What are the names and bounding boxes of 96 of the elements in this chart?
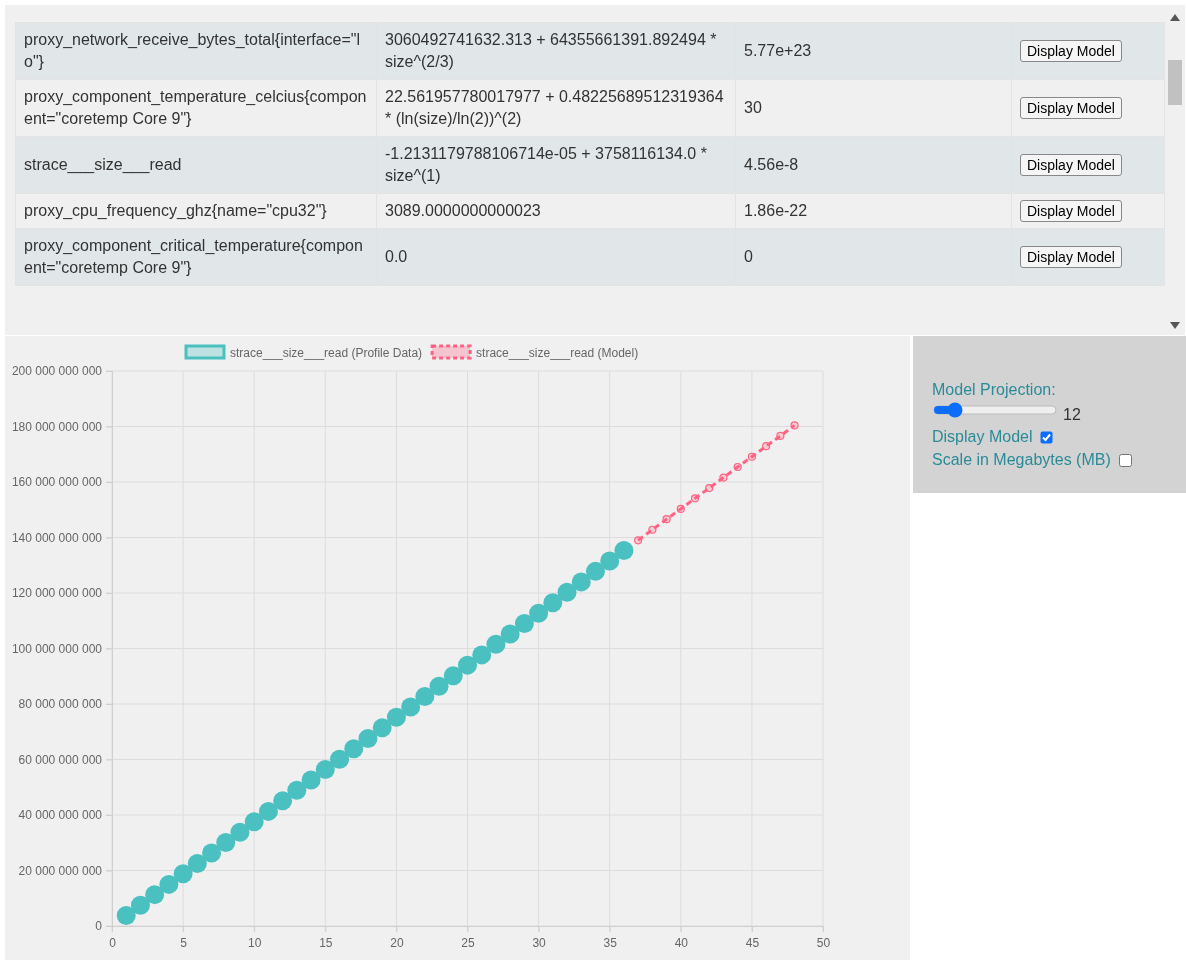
y-tick-label: 180 000 000 000 (11, 419, 103, 434)
text: Model Projection: (932, 381, 1056, 399)
point (648, 525, 657, 534)
text: 4.56e-8 (735, 136, 1012, 194)
point (705, 484, 714, 493)
point (776, 431, 785, 441)
text: 12 (1063, 406, 1081, 424)
y-tick-label: 40 000 000 000 (18, 808, 103, 823)
point (762, 442, 771, 451)
text: Scale in Megabytes (MB) (932, 451, 1111, 469)
point (747, 452, 756, 461)
x-tick-label: 10 (248, 935, 262, 950)
x-tick-label: 25 (461, 935, 475, 950)
text: 0.0 (376, 228, 736, 286)
text: 1.86e-22 (735, 193, 1012, 229)
point (486, 634, 506, 654)
text: 0 (735, 228, 1012, 286)
point (244, 812, 264, 832)
legend-label: strace___size___read (Model) (476, 346, 639, 360)
point (415, 687, 435, 707)
x-tick-label: 15 (319, 935, 333, 950)
point (676, 504, 685, 514)
point (202, 843, 222, 863)
point (662, 515, 671, 524)
x-tick-label: 50 (816, 935, 831, 950)
text: proxy_network_receive_bytes_total{interface="lo"} (15, 22, 377, 80)
point (116, 905, 136, 925)
point (130, 895, 150, 915)
text: proxy_component_temperature_celcius{component="coretemp Core 9"} (15, 79, 377, 137)
y-tick-label: 200 000 000 000 (11, 364, 103, 379)
text: Display Model (1020, 200, 1122, 222)
point (230, 822, 250, 842)
text: 3060492741632.313 + 64355661391.892494 * size^(2/3) (376, 22, 736, 80)
text: strace___size___read (15, 136, 377, 194)
x-tick-label: 30 (532, 935, 547, 950)
point (287, 780, 307, 800)
text: 22.561957780017977 + 0.48225689512319364 * (ln(size)/ln(2))^(2) (376, 79, 736, 137)
text: Display Model (1020, 246, 1122, 268)
point (258, 801, 278, 821)
x-tick-label: 20 (390, 935, 404, 950)
point (557, 582, 577, 602)
point (330, 749, 350, 769)
point (719, 473, 728, 482)
point (790, 421, 799, 430)
point (614, 541, 634, 561)
point (472, 645, 492, 665)
point (301, 770, 321, 790)
text: Display Model (1020, 97, 1122, 119)
legend-label: strace___size___read (Profile Data) (230, 346, 423, 360)
y-tick-label: 160 000 000 000 (11, 475, 103, 490)
y-tick-label: 20 000 000 000 (18, 863, 103, 878)
x-tick-label: 35 (603, 935, 618, 950)
point (634, 536, 643, 545)
point (514, 614, 534, 634)
point (315, 759, 335, 779)
point (429, 676, 449, 696)
point (173, 864, 193, 884)
point (458, 655, 477, 675)
point (571, 572, 591, 592)
text: Display Model (1020, 40, 1122, 62)
y-tick-label: 100 000 000 000 (11, 641, 103, 656)
y-tick-label: 60 000 000 000 (18, 752, 103, 767)
point (216, 832, 236, 852)
point (529, 603, 549, 623)
point (401, 697, 421, 717)
x-tick-label: 45 (745, 935, 760, 950)
point (159, 874, 179, 894)
y-tick-label: 140 000 000 000 (11, 530, 103, 545)
point (733, 462, 742, 472)
x-tick-label: 40 (674, 935, 689, 950)
point (585, 561, 605, 581)
text: Display Model (932, 428, 1033, 446)
point (386, 707, 406, 727)
y-tick-label: 120 000 000 000 (11, 586, 103, 601)
y-tick-label: 80 000 000 000 (18, 697, 103, 712)
point (372, 718, 392, 738)
text: 30 (735, 79, 1012, 137)
text: proxy_cpu_frequency_ghz{name="cpu32"} (15, 193, 377, 229)
text: -1.2131179788106714e-05 + 3758116134.0 * size^(1) (376, 136, 736, 194)
point (543, 593, 563, 613)
text: proxy_component_critical_temperature{component="coretemp Core 9"} (15, 228, 377, 286)
x-tick-label: 0 (109, 935, 117, 950)
point (600, 551, 620, 571)
point (273, 791, 293, 811)
point (443, 666, 463, 686)
point (358, 728, 378, 748)
text: 3089.0000000000023 (376, 193, 736, 229)
point (145, 885, 165, 905)
text: 5.77e+23 (735, 22, 1012, 80)
point (344, 739, 364, 759)
y-tick-label: 0 (95, 919, 103, 934)
point (690, 494, 700, 503)
point (500, 624, 520, 644)
x-tick-label: 5 (180, 935, 188, 950)
point (187, 854, 207, 874)
text: Display Model (1020, 154, 1122, 176)
